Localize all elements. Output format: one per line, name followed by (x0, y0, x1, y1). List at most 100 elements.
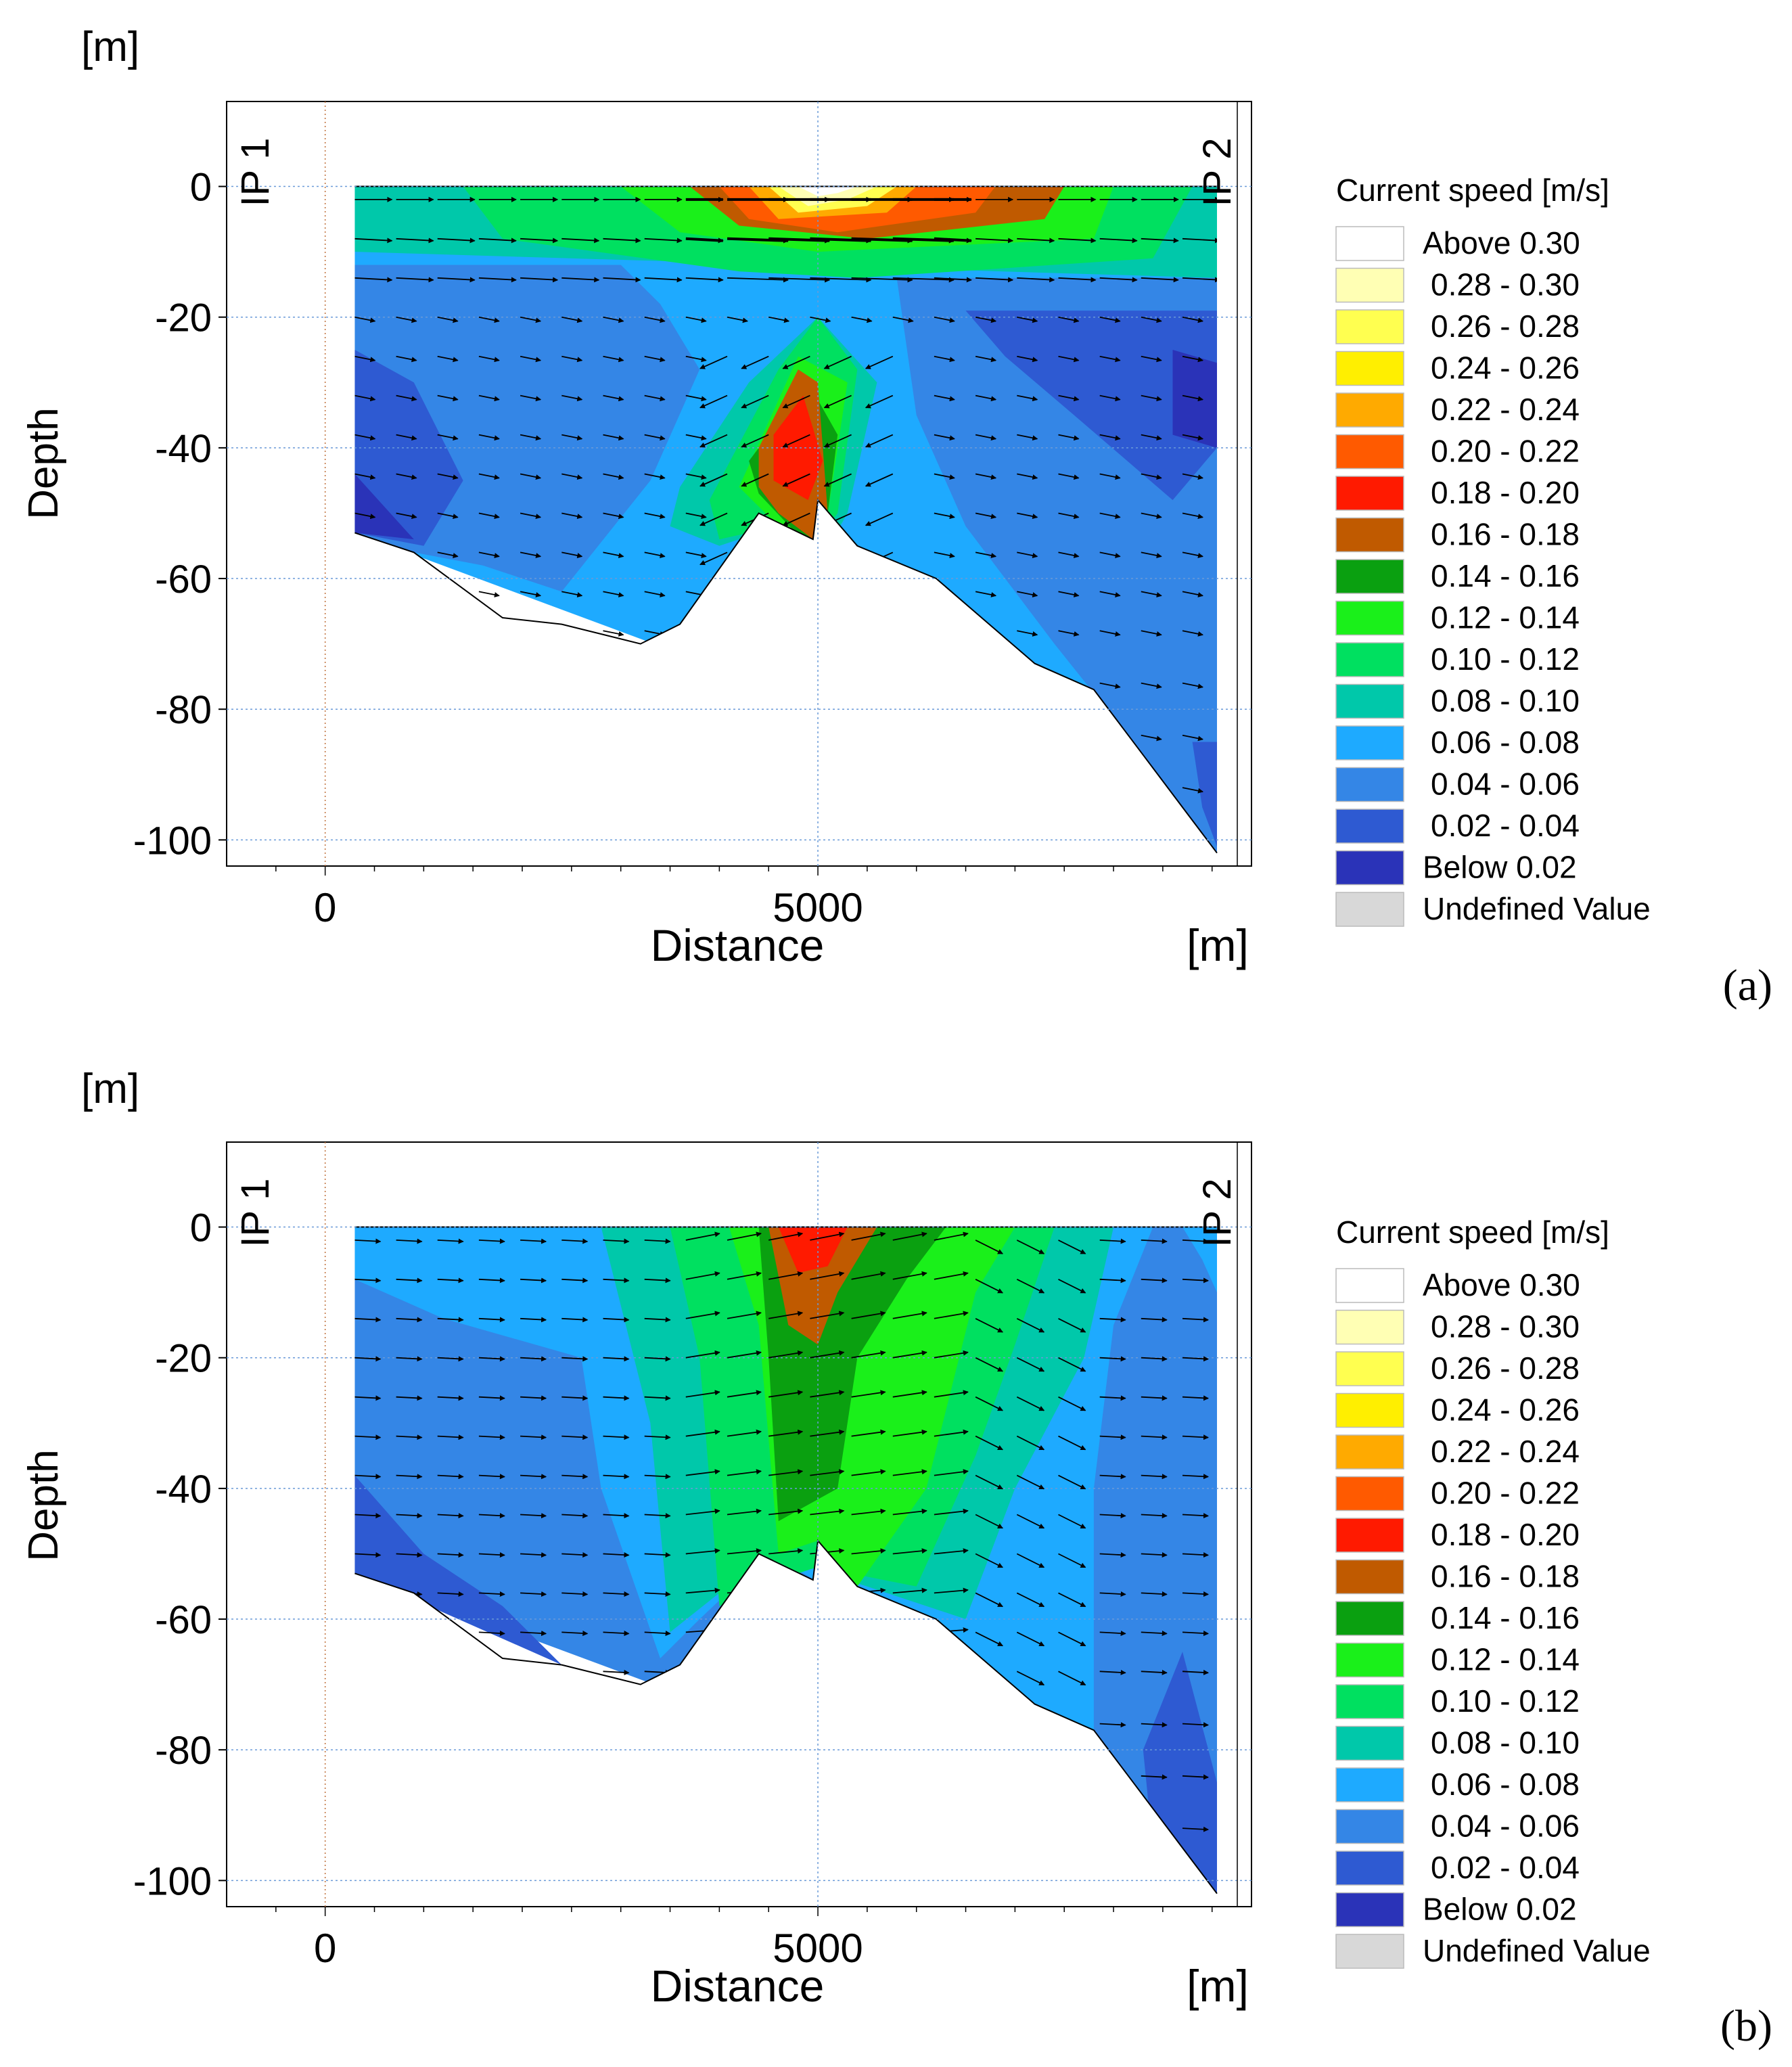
velocity-arrow (396, 1513, 423, 1519)
velocity-arrow (975, 316, 997, 323)
velocity-arrow (851, 277, 913, 283)
velocity-arrow (1058, 355, 1080, 363)
velocity-arrow (1141, 473, 1162, 480)
velocity-arrow (520, 1395, 547, 1401)
velocity-arrow (561, 1434, 589, 1440)
velocity-arrow (478, 316, 500, 323)
legend-swatch (1335, 1309, 1404, 1345)
velocity-arrow (727, 1429, 762, 1437)
velocity-arrow (603, 1238, 630, 1244)
velocity-arrow (437, 473, 459, 480)
y-axis-label: Depth (20, 407, 67, 519)
legend: Current speed [m/s] Above 0.30 0.28 - 0.30… (1335, 173, 1651, 927)
velocity-arrow (1141, 434, 1162, 441)
velocity-arrow (1141, 1669, 1168, 1675)
legend-label: 0.26 - 0.28 (1431, 1350, 1580, 1386)
velocity-arrow (685, 1311, 720, 1319)
velocity-arrow (934, 1231, 969, 1241)
velocity-arrow (437, 1434, 464, 1440)
velocity-arrow (603, 512, 624, 520)
velocity-arrow (810, 1390, 845, 1398)
velocity-arrow (975, 551, 997, 558)
velocity-arrow (1099, 1631, 1126, 1637)
velocity-arrow (782, 355, 810, 369)
velocity-arrow (823, 473, 852, 487)
velocity-arrow (520, 237, 559, 244)
ip1-label: IP 1 (233, 1178, 277, 1247)
velocity-arrow (437, 1513, 464, 1519)
velocity-arrow (865, 512, 894, 526)
velocity-arrow (561, 1317, 589, 1323)
velocity-arrow (603, 1552, 630, 1558)
velocity-arrow (685, 1390, 720, 1398)
y-unit-label: [m] (81, 1066, 139, 1112)
velocity-arrow (810, 1350, 845, 1359)
velocity-arrow (644, 1631, 671, 1637)
velocity-arrow (520, 1513, 547, 1519)
legend-label: 0.28 - 0.30 (1431, 1309, 1580, 1344)
y-tick-label: -100 (133, 1859, 212, 1903)
legend-label: 0.16 - 0.18 (1431, 517, 1580, 552)
velocity-arrow (1099, 682, 1121, 689)
velocity-arrow (851, 1469, 886, 1476)
velocity-arrow (685, 1548, 720, 1555)
velocity-arrow (1141, 1277, 1168, 1284)
y-tick-label: -80 (155, 1729, 212, 1773)
velocity-arrow (1058, 1474, 1086, 1490)
velocity-arrow (1016, 1631, 1045, 1647)
legend-label: Above 0.30 (1423, 1267, 1580, 1302)
velocity-arrow (768, 277, 831, 283)
velocity-arrow (520, 1434, 547, 1440)
velocity-arrow (644, 316, 666, 323)
velocity-arrow (934, 551, 955, 558)
velocity-arrow (1141, 1591, 1168, 1597)
legend-label: 0.20 - 0.22 (1431, 434, 1580, 469)
velocity-arrow (561, 1513, 589, 1519)
velocity-arrow (1182, 1631, 1209, 1637)
velocity-arrow (782, 394, 810, 409)
velocity-arrow (644, 1474, 671, 1480)
velocity-arrow (851, 1231, 886, 1241)
velocity-arrow (354, 1552, 382, 1558)
contour-region (778, 186, 877, 206)
velocity-arrow (768, 1350, 804, 1359)
velocity-arrow (478, 1317, 505, 1323)
legend-label: 0.24 - 0.26 (1431, 1392, 1580, 1428)
legend-title: Current speed [m/s] (1336, 1214, 1609, 1250)
legend-label: 0.08 - 0.10 (1431, 1725, 1580, 1761)
velocity-arrow (975, 591, 997, 597)
velocity-arrow (934, 473, 955, 480)
velocity-arrow (1099, 512, 1121, 520)
velocity-arrow (851, 237, 913, 244)
velocity-arrow (1099, 1238, 1126, 1244)
velocity-arrow (1141, 734, 1162, 742)
velocity-arrow (396, 237, 434, 244)
velocity-arrow (1099, 1513, 1126, 1519)
velocity-arrow (603, 1474, 630, 1480)
velocity-arrow (478, 1631, 505, 1637)
legend-swatch (1335, 226, 1404, 261)
velocity-arrow (810, 237, 872, 244)
velocity-arrow (975, 355, 997, 363)
velocity-arrow (892, 1548, 927, 1555)
velocity-arrow (603, 1356, 630, 1362)
velocity-arrow (561, 1356, 589, 1362)
velocity-arrow (1182, 1774, 1209, 1780)
velocity-arrow (1099, 355, 1121, 363)
velocity-arrow (1141, 1434, 1168, 1440)
velocity-arrow (396, 1356, 423, 1362)
velocity-arrow (934, 1587, 969, 1594)
velocity-arrow (1099, 630, 1121, 637)
velocity-arrow (437, 1552, 464, 1558)
velocity-arrow (1017, 316, 1038, 323)
x-tick-label: 0 (314, 1926, 336, 1971)
velocity-arrow (603, 1317, 630, 1323)
velocity-arrow (823, 394, 852, 409)
velocity-arrow (478, 1474, 505, 1480)
legend-swatch (1335, 1642, 1404, 1678)
velocity-arrow (354, 316, 376, 323)
velocity-arrow (810, 1469, 845, 1476)
velocity-arrow (1182, 434, 1203, 441)
x-tick-label: 5000 (773, 885, 863, 930)
legend-swatch (1335, 892, 1404, 927)
